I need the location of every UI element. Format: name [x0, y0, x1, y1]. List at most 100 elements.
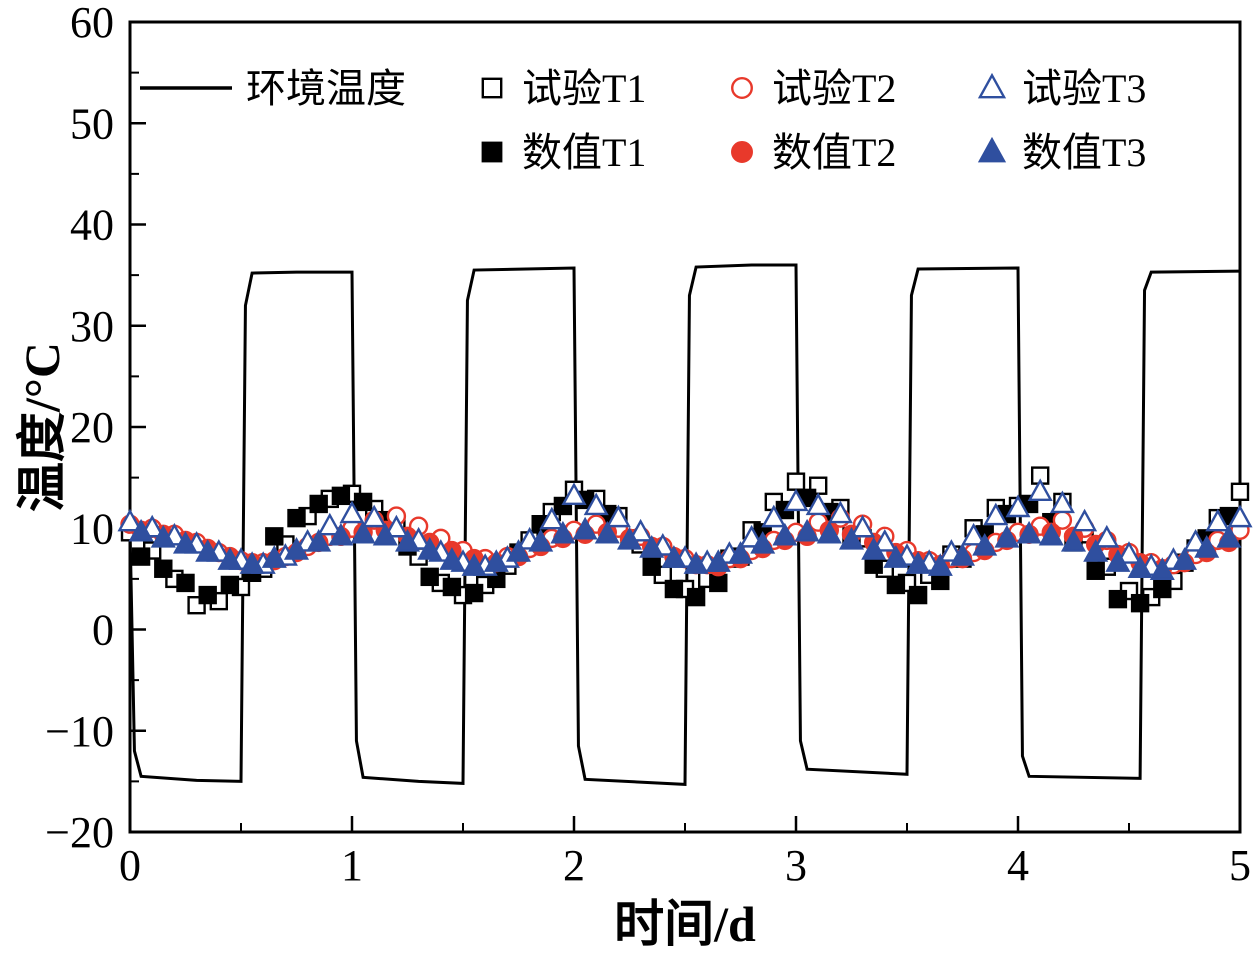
point-exp-t3 [961, 522, 987, 546]
point-num-t3 [283, 537, 310, 560]
point-num-t3 [550, 520, 576, 544]
point-num-t1 [1130, 593, 1150, 613]
point-num-t3 [1194, 535, 1220, 558]
point-num-t1 [176, 573, 195, 593]
point-num-t3 [772, 522, 798, 546]
x-tick-label: 5 [1229, 841, 1251, 890]
point-exp-t3 [983, 502, 1009, 526]
point-num-t3 [1038, 522, 1064, 546]
point-num-t1 [220, 575, 240, 595]
point-num-t3 [350, 520, 376, 544]
y-axis-title: 温度/°C [14, 342, 70, 512]
point-num-t3 [528, 528, 554, 552]
point-num-t3 [1149, 557, 1175, 580]
point-exp-t3 [850, 514, 876, 538]
y-tick-label: 20 [70, 403, 114, 452]
point-num-t1 [154, 559, 173, 578]
point-num-t3 [594, 520, 620, 544]
y-tick-label: 40 [70, 201, 114, 250]
point-exp-t3 [383, 514, 409, 538]
point-num-t3 [172, 530, 199, 554]
point-num-t3 [949, 543, 976, 566]
point-num-t3 [861, 537, 887, 560]
point-num-t3 [683, 551, 709, 574]
point-exp-t2 [731, 77, 753, 99]
point-num-t3 [1083, 539, 1109, 562]
point-num-t3 [217, 547, 243, 570]
point-exp-t1 [786, 472, 806, 491]
point-num-t3 [816, 520, 842, 544]
point-num-t3 [306, 528, 332, 552]
point-num-t1 [309, 494, 328, 514]
point-exp-t3 [827, 500, 853, 524]
point-num-t1 [709, 573, 728, 593]
point-num-t3 [328, 522, 354, 546]
point-exp-t3 [1027, 478, 1053, 501]
point-num-t3 [1105, 549, 1131, 572]
y-tick-label: 10 [70, 504, 114, 553]
point-exp-t3 [1094, 524, 1120, 548]
point-num-t1 [265, 527, 284, 546]
point-num-t3 [639, 535, 665, 558]
point-num-t1 [131, 547, 151, 566]
legend-label: 环境温度 [246, 66, 406, 111]
point-num-t1 [420, 567, 439, 587]
point-num-t1 [642, 557, 661, 576]
point-num-t3 [439, 547, 465, 570]
point-num-t3 [394, 528, 421, 552]
point-num-t1 [886, 575, 906, 595]
point-num-t3 [616, 526, 643, 550]
point-num-t1 [198, 585, 217, 605]
point-num-t3 [905, 551, 931, 574]
point-num-t1 [464, 583, 484, 603]
point-num-t3 [461, 553, 487, 576]
point-num-t3 [977, 136, 1007, 163]
point-num-t3 [883, 545, 909, 568]
point-num-t3 [261, 545, 287, 568]
x-tick-label: 2 [563, 841, 585, 890]
point-num-t1 [1153, 579, 1172, 599]
point-num-t3 [1016, 520, 1042, 544]
legend-label: 数值T2 [772, 130, 896, 175]
point-exp-t3 [1005, 494, 1031, 518]
legend-label: 试验T3 [1022, 66, 1146, 111]
point-num-t3 [372, 522, 398, 546]
point-exp-t3 [805, 492, 831, 516]
legend-label: 试验T1 [522, 66, 646, 111]
point-num-t1 [686, 587, 706, 607]
point-exp-t3 [561, 482, 587, 506]
point-exp-t3 [1072, 508, 1098, 532]
point-exp-t3 [1205, 508, 1231, 532]
point-num-t3 [505, 539, 532, 562]
point-num-t2 [731, 141, 753, 163]
point-exp-t1 [481, 77, 503, 99]
point-num-t3 [927, 553, 953, 576]
point-exp-t3 [539, 506, 565, 530]
point-exp-t3 [1049, 490, 1075, 514]
point-num-t1 [908, 585, 928, 605]
point-num-t1 [331, 486, 351, 506]
legend-label: 数值T3 [1022, 130, 1146, 175]
point-exp-t3 [783, 488, 809, 512]
point-num-t3 [1127, 555, 1153, 578]
point-exp-t1 [1230, 482, 1250, 501]
point-num-t3 [417, 537, 443, 560]
y-tick-label: 60 [70, 0, 114, 47]
point-num-t3 [838, 526, 865, 550]
x-tick-label: 4 [1007, 841, 1029, 890]
y-tick-label: 50 [70, 99, 114, 148]
y-tick-label: −10 [45, 707, 114, 756]
point-num-t1 [664, 579, 684, 599]
point-num-t3 [794, 518, 820, 542]
point-exp-t3 [1227, 504, 1253, 528]
point-exp-t3 [977, 72, 1007, 99]
point-num-t3 [572, 516, 598, 540]
x-tick-label: 1 [341, 841, 363, 890]
point-num-t3 [750, 530, 776, 554]
point-num-t3 [195, 539, 221, 562]
point-exp-t3 [605, 504, 631, 528]
point-num-t3 [994, 524, 1020, 548]
point-exp-t3 [317, 512, 343, 536]
